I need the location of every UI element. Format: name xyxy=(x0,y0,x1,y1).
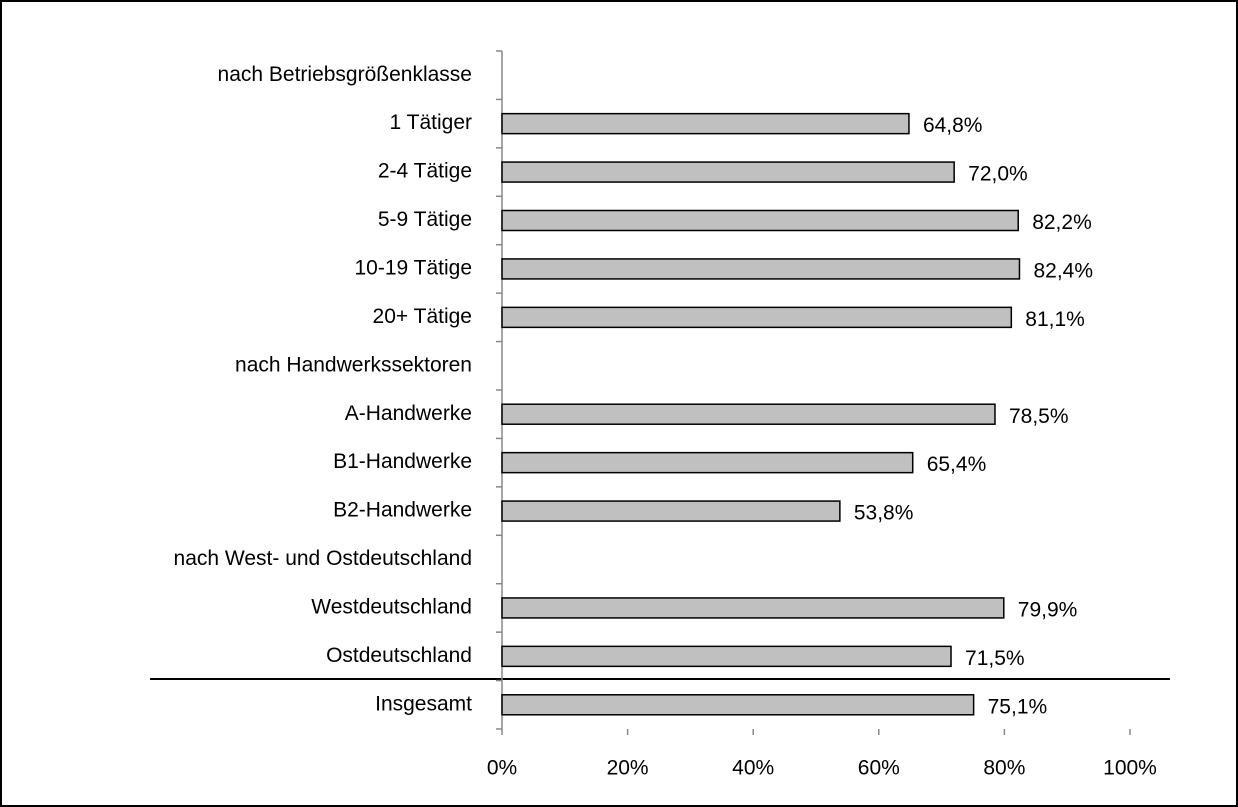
value-label: 53,8% xyxy=(854,502,914,525)
bar xyxy=(501,597,1005,619)
y-tick-label: nach Handwerkssektoren xyxy=(235,353,472,376)
value-label: 82,4% xyxy=(1033,259,1093,282)
bar xyxy=(501,451,914,474)
value-label: 75,1% xyxy=(988,695,1048,718)
y-tick-label: B1-Handwerke xyxy=(333,450,472,473)
x-tick-label: 100% xyxy=(1103,757,1157,780)
bar xyxy=(501,645,952,668)
value-label: 72,0% xyxy=(968,163,1028,186)
bar xyxy=(501,209,1019,232)
x-tick-label: 0% xyxy=(487,757,517,780)
value-label: 81,1% xyxy=(1025,308,1085,331)
x-tick-label: 40% xyxy=(732,757,774,780)
value-label: 65,4% xyxy=(927,453,987,476)
y-tick-label: 10-19 Tätige xyxy=(354,256,472,279)
value-label: 82,2% xyxy=(1032,211,1092,234)
y-tick-label: nach West- und Ostdeutschland xyxy=(174,547,472,570)
y-tick-label: 20+ Tätige xyxy=(373,305,472,328)
y-tick-label: 5-9 Tätige xyxy=(378,208,472,231)
y-tick-label: nach Betriebsgrößenklasse xyxy=(218,63,472,86)
bar xyxy=(501,258,1021,280)
value-label: 78,5% xyxy=(1009,405,1069,428)
bar xyxy=(501,161,955,183)
x-tick-label: 60% xyxy=(858,757,900,780)
x-tick-label: 20% xyxy=(607,757,649,780)
y-tick-label: Ostdeutschland xyxy=(326,644,472,667)
value-label: 64,8% xyxy=(923,114,983,137)
bar xyxy=(501,403,996,425)
y-tick-label: 2-4 Tätige xyxy=(378,160,472,183)
y-tick-label: A-Handwerke xyxy=(345,402,472,425)
y-tick-label: Westdeutschland xyxy=(311,595,472,618)
y-tick-label: B2-Handwerke xyxy=(333,499,472,522)
value-label: 71,5% xyxy=(965,647,1025,670)
bar xyxy=(501,500,841,522)
value-label: 79,9% xyxy=(1018,598,1078,621)
bar xyxy=(501,112,910,135)
x-tick-label: 80% xyxy=(983,757,1025,780)
y-tick-label: 1 Tätiger xyxy=(390,111,473,134)
bar xyxy=(501,694,975,716)
bar xyxy=(501,306,1013,329)
y-tick-label: Insgesamt xyxy=(375,692,472,715)
